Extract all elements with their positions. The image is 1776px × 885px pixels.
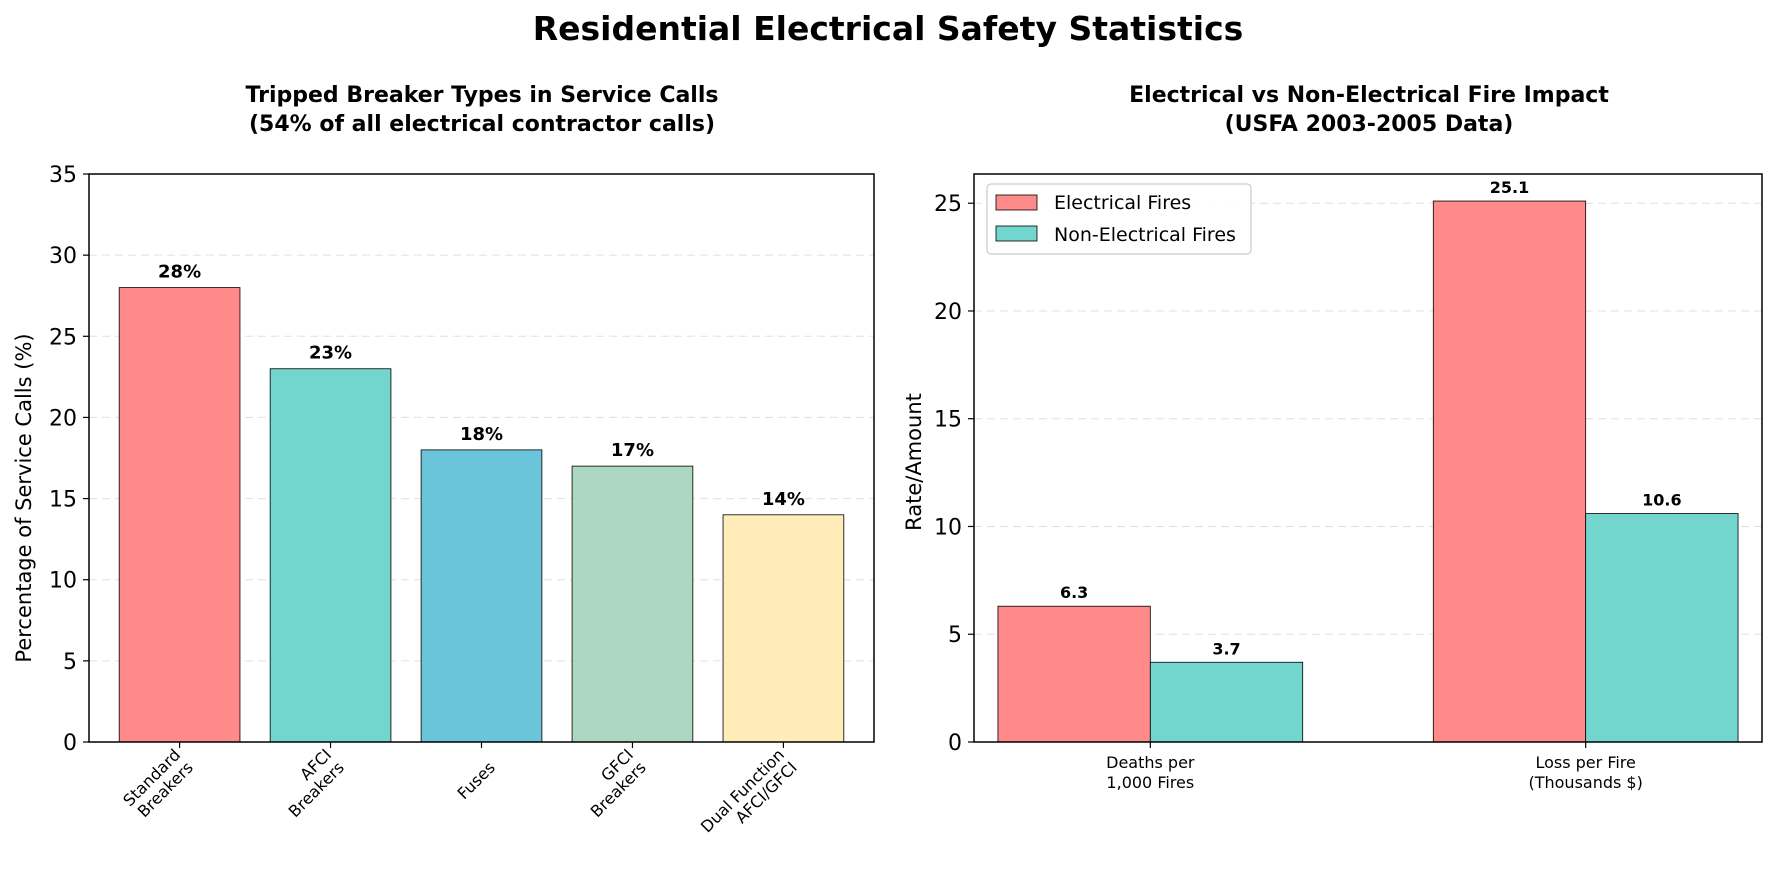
chart1-title-line1: Tripped Breaker Types in Service Calls (246, 83, 719, 108)
chart2-x-tick-label: Loss per Fire (Thousands $) (1528, 753, 1642, 792)
chart2-x-tick-label-line: 1,000 Fires (1106, 773, 1194, 792)
chart2-y-axis-label: Rate/Amount (902, 393, 926, 531)
chart2-bars (997, 200, 1739, 743)
chart2-title-line2: (USFA 2003-2005 Data) (1225, 112, 1514, 137)
chart1-y-axis-label: Percentage of Service Calls (%) (12, 333, 36, 662)
chart2-value-label: 6.3 (1060, 583, 1088, 602)
chart1-title-line2: (54% of all electrical contractor calls) (249, 112, 715, 137)
legend-box (986, 183, 1252, 255)
chart2-legend: Electrical Fires Non-Electrical Fires (986, 183, 1252, 255)
chart2-value-label: 3.7 (1212, 639, 1240, 658)
chart1-value-labels: 28% 23% 18% 17% 14% (158, 262, 805, 510)
chart2-y-tick-label: 0 (948, 731, 962, 756)
chart1-x-ticks: StandardBreakers AFCIBreakers Fuses GFCIBre… (119, 742, 801, 849)
chart2-bar-non-electrical (1585, 513, 1739, 743)
chart1-bar (118, 287, 241, 743)
chart1-x-tick-label: Fuses (454, 758, 499, 803)
chart1-y-tick-label: 20 (49, 406, 77, 431)
chart2-y-tick-label: 10 (934, 515, 962, 540)
chart2-y-ticks: 0 5 10 15 20 25 (934, 192, 974, 756)
chart2-bar-electrical (997, 605, 1151, 743)
legend-swatch-electrical (995, 194, 1038, 211)
chart2-y-tick-label: 5 (948, 623, 962, 648)
chart2-plot-frame (973, 173, 1763, 743)
chart1-y-tick-label: 15 (49, 488, 77, 513)
chart1-x-tick-label: AFCIBreakers (272, 745, 348, 821)
chart1-y-tick-label: 25 (49, 325, 77, 350)
chart1-x-tick-label: GFCIBreakers (574, 745, 650, 821)
chart1-bar (722, 514, 845, 743)
chart1-bars (118, 287, 845, 743)
chart2-y-tick-label: 15 (934, 408, 962, 433)
chart1-bar (269, 368, 392, 743)
fire-impact-chart: Electrical vs Non-Electrical Fire Impact… (902, 83, 1763, 792)
chart1-value-label: 18% (460, 424, 503, 445)
chart2-y-tick-label: 25 (934, 192, 962, 217)
chart1-x-tick-label: StandardBreakers (119, 745, 197, 823)
legend-label-electrical: Electrical Fires (1054, 192, 1191, 214)
chart2-value-label: 10.6 (1642, 491, 1681, 510)
chart1-value-label: 14% (762, 489, 805, 510)
chart2-bar-non-electrical (1149, 661, 1304, 743)
chart2-x-tick-label: Deaths per 1,000 Fires (1106, 753, 1195, 792)
chart1-value-label: 28% (158, 262, 201, 283)
chart2-y-tick-label: 20 (934, 300, 962, 325)
chart2-x-tick-label-line: (Thousands $) (1528, 773, 1642, 792)
chart1-y-tick-label: 5 (63, 650, 77, 675)
chart2-x-ticks: Deaths per 1,000 Fires Loss per Fire (Thous… (1106, 742, 1643, 792)
chart2-title-line1: Electrical vs Non-Electrical Fire Impact (1129, 83, 1609, 108)
tripped-breaker-chart: Tripped Breaker Types in Service Calls (… (12, 83, 875, 849)
chart1-y-tick-label: 30 (49, 244, 77, 269)
chart1-x-tick-label: Dual FunctionAFCI/GFCI (697, 745, 801, 849)
chart2-x-tick-label-line: Loss per Fire (1535, 753, 1635, 772)
chart1-x-tick-label-line: Fuses (454, 758, 499, 803)
chart1-y-tick-label: 0 (63, 731, 77, 756)
chart1-y-tick-label: 35 (49, 163, 77, 188)
figure-title: Residential Electrical Safety Statistics (533, 9, 1244, 48)
chart2-value-label: 25.1 (1490, 178, 1529, 197)
chart2-bar-electrical (1432, 200, 1587, 743)
legend-label-non-electrical: Non-Electrical Fires (1054, 224, 1236, 246)
chart1-value-label: 23% (309, 343, 352, 364)
chart1-y-tick-label: 10 (49, 569, 77, 594)
chart2-value-labels: 6.3 25.1 3.7 10.6 (1060, 178, 1682, 658)
chart2-x-tick-label-line: Deaths per (1106, 753, 1195, 772)
chart1-value-label: 17% (611, 440, 654, 461)
chart1-bar (571, 465, 694, 743)
legend-swatch-non-electrical (995, 225, 1038, 242)
chart1-y-ticks: 0 5 10 15 20 25 30 35 (49, 163, 89, 756)
chart1-bar (420, 449, 543, 743)
